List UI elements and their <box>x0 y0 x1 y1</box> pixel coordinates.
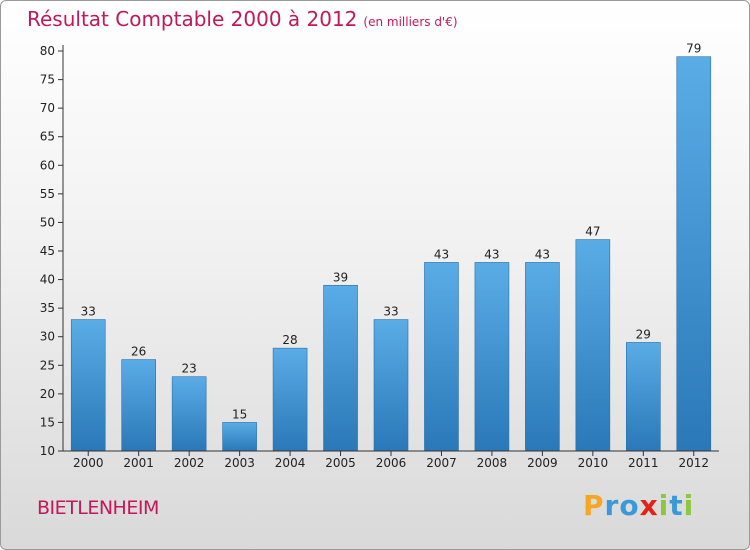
chart-unit: (en milliers d'€) <box>363 15 458 29</box>
y-tick-label-20: 20 <box>40 387 55 401</box>
bar-2008 <box>474 262 510 452</box>
x-tick-label-2001: 2001 <box>123 456 154 470</box>
logo-letter-5: t <box>669 489 684 522</box>
bar-2000 <box>70 319 106 452</box>
y-tick-label-10: 10 <box>40 444 55 458</box>
logo-letter-4: i <box>658 489 670 522</box>
y-tick-label-60: 60 <box>40 158 55 172</box>
proxiti-logo: Proxiti <box>583 489 694 522</box>
y-tick-label-65: 65 <box>40 130 55 144</box>
bar-2003 <box>222 422 257 452</box>
x-tick-label-2010: 2010 <box>578 456 609 470</box>
x-tick-label-2008: 2008 <box>477 456 508 470</box>
data-label-2008: 43 <box>484 247 499 261</box>
chart-title: Résultat Comptable 2000 à 2012 (en millie… <box>27 7 458 31</box>
x-tick-label-2009: 2009 <box>527 456 558 470</box>
y-tick-label-80: 80 <box>40 44 55 58</box>
bar-2001 <box>121 359 156 452</box>
logo-letter-1: r <box>604 489 620 522</box>
x-tick-label-2003: 2003 <box>224 456 255 470</box>
y-tick-label-45: 45 <box>40 244 55 258</box>
data-label-2001: 26 <box>131 345 146 359</box>
axes-group: 2000 2001 2002 2003 2004 2005 2006 2007 2008 2009… <box>40 44 719 470</box>
x-tick-label-2006: 2006 <box>376 456 407 470</box>
bar-2007 <box>424 262 459 452</box>
y-tick-label-75: 75 <box>40 73 55 87</box>
bar-2006 <box>373 319 409 452</box>
y-tick-label-70: 70 <box>40 101 55 115</box>
data-label-2009: 43 <box>535 247 550 261</box>
bar-2005 <box>323 284 358 452</box>
data-label-2005: 39 <box>333 270 348 284</box>
bar-2004 <box>272 347 308 452</box>
x-tick-label-2007: 2007 <box>426 456 457 470</box>
y-tick-label-35: 35 <box>40 301 55 315</box>
x-tick-label-2012: 2012 <box>678 456 709 470</box>
y-tick-label-40: 40 <box>40 273 55 287</box>
data-label-2002: 23 <box>182 362 197 376</box>
logo-letter-3: x <box>639 489 659 522</box>
y-tick-label-50: 50 <box>40 215 55 229</box>
data-label-2004: 28 <box>282 333 297 347</box>
data-label-2007: 43 <box>434 247 449 261</box>
data-label-2010: 47 <box>585 225 600 239</box>
data-label-2000: 33 <box>81 305 96 319</box>
data-label-2012: 79 <box>686 42 701 56</box>
y-tick-label-30: 30 <box>40 330 55 344</box>
x-tick-label-2000: 2000 <box>73 456 104 470</box>
bars-group: 33 26 23 15 28 39 33 43 43 43 47 29 79 <box>70 42 712 452</box>
logo-letter-6: i <box>683 489 695 522</box>
bar-2012 <box>676 56 712 452</box>
chart-title-text: Résultat Comptable 2000 à 2012 <box>27 7 358 31</box>
y-tick-label-25: 25 <box>40 358 55 372</box>
logo-letter-2: o <box>619 489 640 522</box>
y-tick-label-15: 15 <box>40 415 55 429</box>
bar-2011 <box>626 342 661 452</box>
bar-2002 <box>171 376 207 452</box>
x-tick-label-2004: 2004 <box>275 456 306 470</box>
bar-2009 <box>525 262 560 452</box>
x-tick-label-2005: 2005 <box>325 456 356 470</box>
x-tick-label-2002: 2002 <box>174 456 205 470</box>
commune-name: BIETLENHEIM <box>37 497 159 519</box>
logo-letter-0: P <box>583 489 605 522</box>
x-tick-label-2011: 2011 <box>628 456 659 470</box>
data-label-2011: 29 <box>636 327 651 341</box>
data-label-2003: 15 <box>232 407 247 421</box>
y-tick-label-55: 55 <box>40 187 55 201</box>
bar-2010 <box>575 239 611 452</box>
data-label-2006: 33 <box>383 305 398 319</box>
